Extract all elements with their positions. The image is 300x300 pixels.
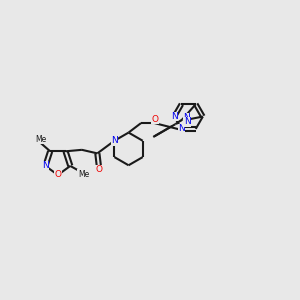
Text: N: N — [183, 113, 190, 122]
Text: Me: Me — [35, 135, 46, 144]
Text: O: O — [151, 115, 158, 124]
Text: N: N — [171, 112, 178, 121]
Text: O: O — [95, 165, 102, 174]
Text: O: O — [54, 170, 61, 179]
Text: N: N — [184, 117, 190, 126]
Text: Me: Me — [78, 170, 89, 179]
Text: N: N — [111, 136, 118, 145]
Text: N: N — [178, 124, 185, 134]
Text: N: N — [42, 161, 49, 170]
